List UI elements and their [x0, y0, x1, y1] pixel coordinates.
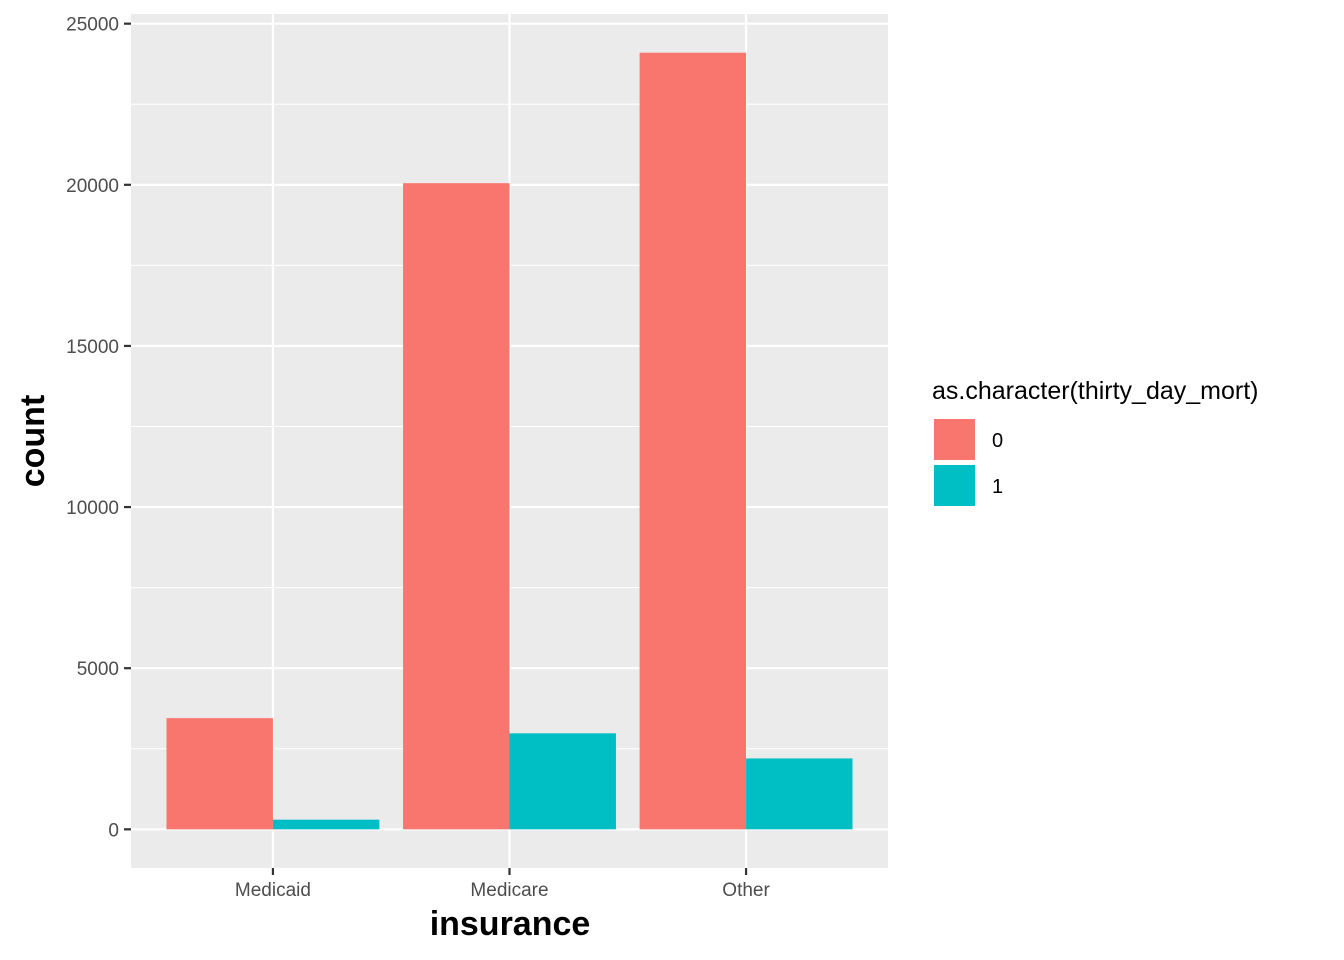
- bar-other-0: [639, 52, 747, 830]
- y-tick-label: 25000: [66, 15, 119, 36]
- bar-medicaid-1: [272, 819, 380, 830]
- y-tick-label: 20000: [66, 176, 119, 197]
- legend-label-1: 1: [992, 476, 1003, 498]
- legend-key-1: [932, 463, 977, 508]
- legend-title: as.character(thirty_day_mort): [932, 377, 1259, 405]
- y-axis: 0 5000 10000 15000 20000 25000: [66, 15, 131, 841]
- legend-items: 01: [932, 417, 1003, 508]
- bars: [166, 52, 853, 830]
- legend: as.character(thirty_day_mort) 01: [932, 377, 1259, 508]
- bar-medicaid-0: [166, 718, 273, 830]
- bar-medicare-0: [403, 183, 510, 830]
- y-tick-label: 0: [108, 820, 119, 841]
- y-tick-label: 15000: [66, 337, 119, 358]
- x-axis: Medicaid Medicare Other: [235, 868, 770, 901]
- x-axis-title: insurance: [430, 905, 591, 943]
- x-tick-label: Medicaid: [235, 880, 311, 901]
- bar-other-1: [746, 758, 853, 830]
- x-tick-label: Other: [722, 880, 770, 901]
- y-tick-label: 10000: [66, 498, 119, 519]
- y-tick-label: 5000: [77, 659, 119, 680]
- legend-key-0: [932, 417, 977, 462]
- bar-medicare-1: [509, 733, 616, 830]
- legend-label-0: 0: [992, 430, 1003, 452]
- y-axis-title: count: [14, 395, 52, 488]
- x-tick-label: Medicare: [470, 880, 548, 901]
